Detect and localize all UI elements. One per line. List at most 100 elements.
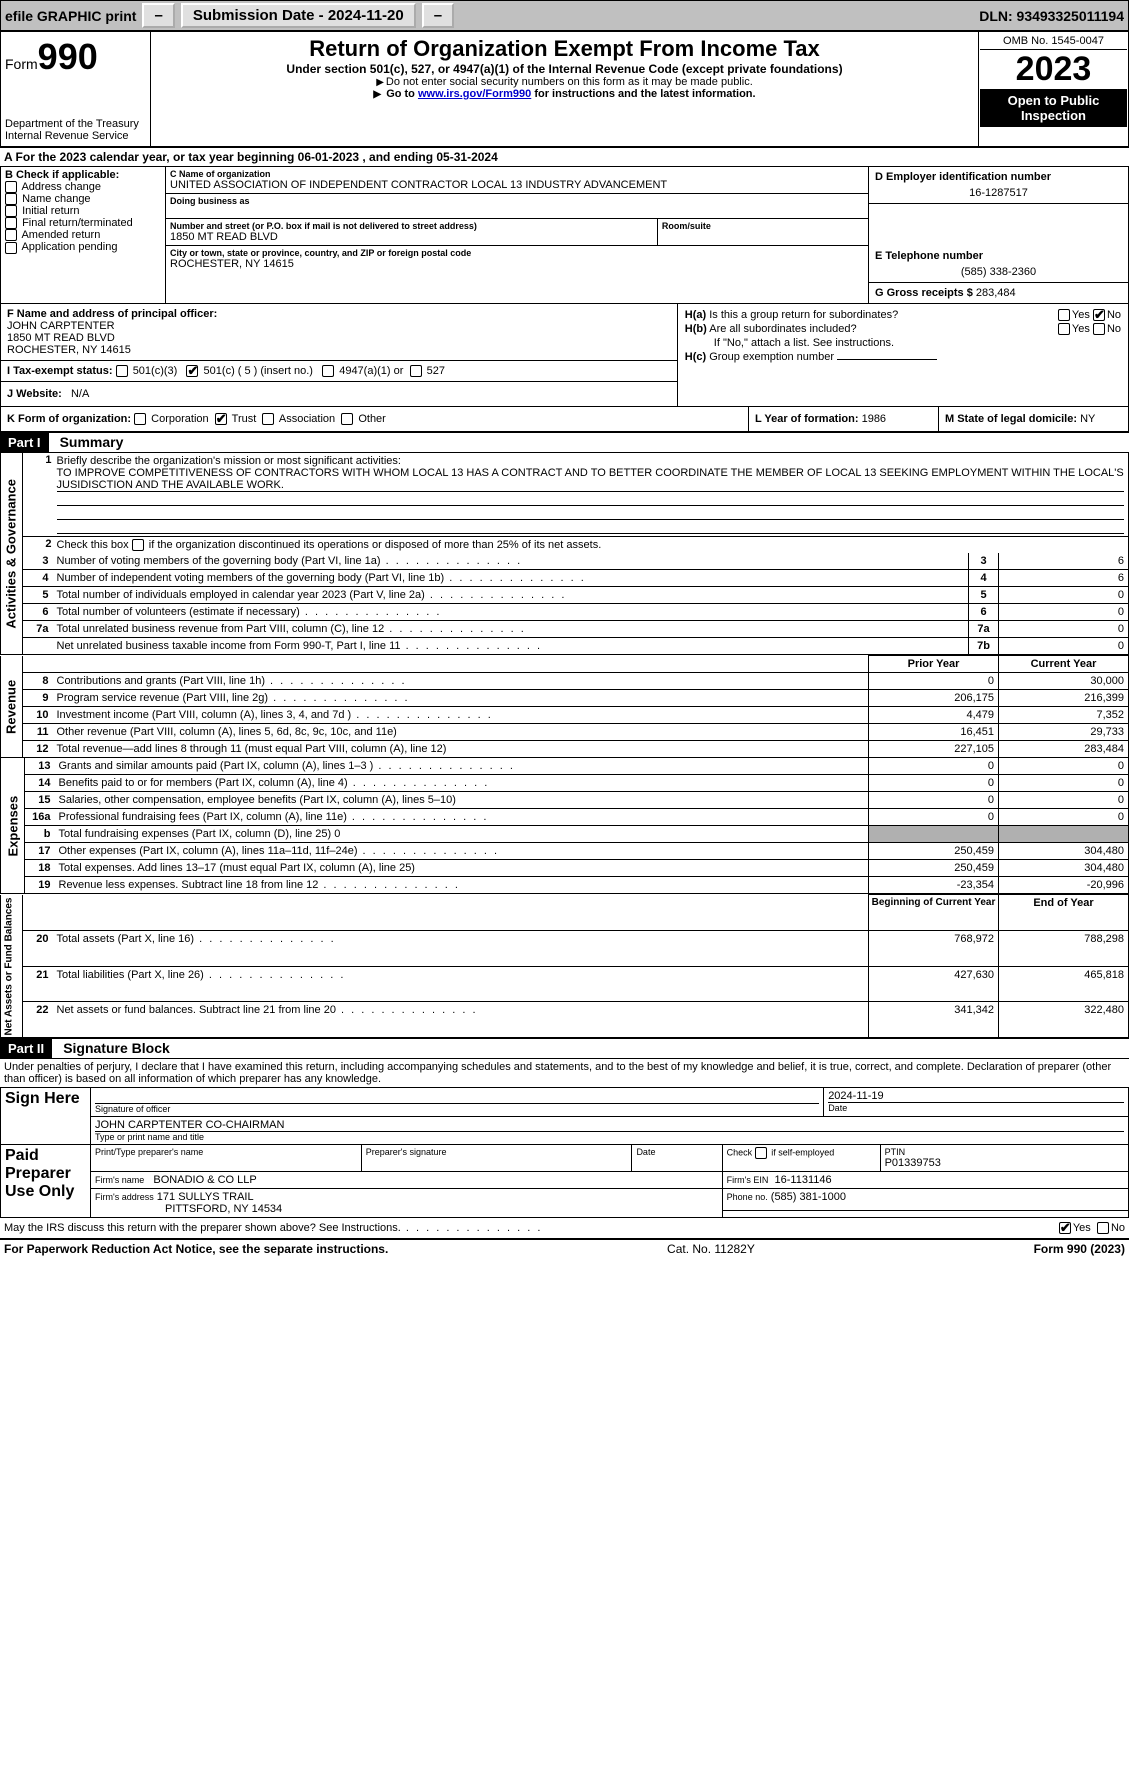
chk-amended-return[interactable]	[5, 229, 17, 241]
l10-cy: 7,352	[999, 707, 1129, 724]
chk-501c3[interactable]	[116, 365, 128, 377]
form-header: Form990 Department of the Treasury Inter…	[0, 31, 1129, 147]
chk-corp[interactable]	[134, 413, 146, 425]
open-inspection: Open to Public Inspection	[980, 89, 1127, 127]
chk-discuss-yes[interactable]	[1059, 1222, 1071, 1234]
chk-ha-yes[interactable]	[1058, 309, 1070, 321]
blank-line-3	[57, 520, 1125, 534]
phone-value: (585) 338-2360	[875, 262, 1122, 278]
btn-dash-2[interactable]: –	[422, 3, 454, 28]
expenses-block: Expenses 13Grants and similar amounts pa…	[0, 758, 1129, 894]
sign-date-lbl: Date	[828, 1103, 1124, 1113]
box-d: D Employer identification number 16-1287…	[869, 167, 1128, 204]
l7a-val: 0	[999, 621, 1129, 638]
chk-527[interactable]	[410, 365, 422, 377]
l20-desc: Total assets (Part X, line 16)	[57, 933, 195, 945]
chk-initial-return[interactable]	[5, 205, 17, 217]
klm-block: K Form of organization: Corporation Trus…	[0, 407, 1129, 432]
box-g: G Gross receipts $ 283,484	[869, 283, 1128, 303]
chk-app-pending[interactable]	[5, 242, 17, 254]
side-exp: Expenses	[1, 758, 25, 894]
btn-dash[interactable]: –	[142, 3, 174, 28]
goto-pre: Go to	[386, 88, 418, 100]
l9-cy: 216,399	[999, 690, 1129, 707]
domicile-val: NY	[1080, 413, 1095, 425]
dln: DLN: 93493325011194	[979, 8, 1124, 24]
discuss-row: May the IRS discuss this return with the…	[0, 1218, 1129, 1239]
part2-title: Signature Block	[55, 1040, 170, 1056]
efile-label: efile GRAPHIC print	[5, 8, 136, 24]
l13-cy: 0	[999, 758, 1129, 775]
self-emp-lbl: Check if self-employed	[727, 1147, 876, 1159]
prior-year-hdr: Prior Year	[869, 656, 999, 673]
mission-text: TO IMPROVE COMPETITIVENESS OF CONTRACTOR…	[57, 467, 1125, 492]
part1-label: Part I	[0, 433, 49, 452]
officer-printed-name: JOHN CARPTENTER CO-CHAIRMAN	[95, 1119, 1124, 1132]
prep-name-field[interactable]	[95, 1157, 357, 1169]
chk-discuss-no[interactable]	[1097, 1222, 1109, 1234]
box-c-city: City or town, state or province, country…	[166, 246, 868, 272]
ein-lbl: D Employer identification number	[875, 171, 1122, 183]
chk-4947[interactable]	[322, 365, 334, 377]
l22-cy: 322,480	[999, 1002, 1129, 1038]
perjury-statement: Under penalties of perjury, I declare th…	[0, 1059, 1129, 1087]
chk-other[interactable]	[341, 413, 353, 425]
dept-treasury: Department of the Treasury Internal Reve…	[5, 118, 146, 142]
officer-sig-line[interactable]	[95, 1090, 819, 1104]
l5-desc: Total number of individuals employed in …	[57, 589, 425, 601]
l13-desc: Grants and similar amounts paid (Part IX…	[59, 760, 374, 772]
submission-date[interactable]: Submission Date - 2024-11-20	[181, 3, 416, 28]
form-org-lbl: K Form of organization:	[7, 413, 131, 425]
l7b-desc: Net unrelated business taxable income fr…	[57, 640, 401, 652]
l11-desc: Other revenue (Part VIII, column (A), li…	[57, 726, 397, 738]
form-word: Form	[5, 56, 38, 72]
firm-phone: (585) 381-1000	[771, 1191, 846, 1203]
l16a-cy: 0	[999, 809, 1129, 826]
ein-value: 16-1287517	[875, 183, 1122, 199]
header-mid: Return of Organization Exempt From Incom…	[151, 32, 979, 147]
chk-self-employed[interactable]	[755, 1147, 767, 1159]
chk-discontinued[interactable]	[132, 539, 144, 551]
l11-cy: 29,733	[999, 724, 1129, 741]
chk-hb-no[interactable]	[1093, 323, 1105, 335]
chk-trust[interactable]	[215, 413, 227, 425]
box-i: I Tax-exempt status: 501(c)(3) 501(c) ( …	[1, 361, 678, 382]
l17-cy: 304,480	[999, 843, 1129, 860]
chk-501c[interactable]	[186, 365, 198, 377]
revenue-block: Revenue Prior Year Current Year 8Contrib…	[0, 655, 1129, 758]
l16a-desc: Professional fundraising fees (Part IX, …	[59, 811, 347, 823]
chk-address-change[interactable]	[5, 181, 17, 193]
prep-sig-lbl: Preparer's signature	[366, 1147, 628, 1157]
footer-cat: Cat. No. 11282Y	[667, 1242, 755, 1256]
officer-block: F Name and address of principal officer:…	[0, 304, 1129, 407]
officer-street: 1850 MT READ BLVD	[7, 332, 671, 344]
firm-ein: 16-1131146	[775, 1174, 832, 1186]
chk-name-change[interactable]	[5, 193, 17, 205]
box-h: H(a) Is this a group return for subordin…	[677, 304, 1128, 407]
sign-date: 2024-11-19	[828, 1090, 1124, 1103]
lbl-yes: Yes	[1072, 309, 1090, 321]
l10-desc: Investment income (Part VIII, column (A)…	[57, 709, 352, 721]
l18-cy: 304,480	[999, 860, 1129, 877]
box-c-dba: Doing business as	[166, 194, 868, 219]
chk-assoc[interactable]	[262, 413, 274, 425]
city-lbl: City or town, state or province, country…	[170, 248, 864, 258]
chk-final-return[interactable]	[5, 217, 17, 229]
l7b-val: 0	[999, 638, 1129, 655]
l20-py: 768,972	[869, 930, 999, 966]
omb-number: OMB No. 1545-0047	[980, 33, 1127, 50]
ssn-note: Do not enter social security numbers on …	[159, 76, 970, 88]
domicile-lbl: M State of legal domicile:	[945, 413, 1077, 425]
chk-ha-no[interactable]	[1093, 309, 1105, 321]
lbl-trust: Trust	[232, 413, 257, 425]
lbl-no-2: No	[1107, 323, 1121, 335]
l22-desc: Net assets or fund balances. Subtract li…	[57, 1004, 336, 1016]
prep-name-lbl: Print/Type preparer's name	[95, 1147, 357, 1157]
box-c-street: Number and street (or P.O. box if mail i…	[166, 219, 657, 246]
irs-link[interactable]: www.irs.gov/Form990	[418, 88, 531, 100]
l14-cy: 0	[999, 775, 1129, 792]
chk-hb-yes[interactable]	[1058, 323, 1070, 335]
lbl-assoc: Association	[279, 413, 335, 425]
officer-lbl: F Name and address of principal officer:	[7, 308, 671, 320]
l19-py: -23,354	[869, 877, 999, 894]
